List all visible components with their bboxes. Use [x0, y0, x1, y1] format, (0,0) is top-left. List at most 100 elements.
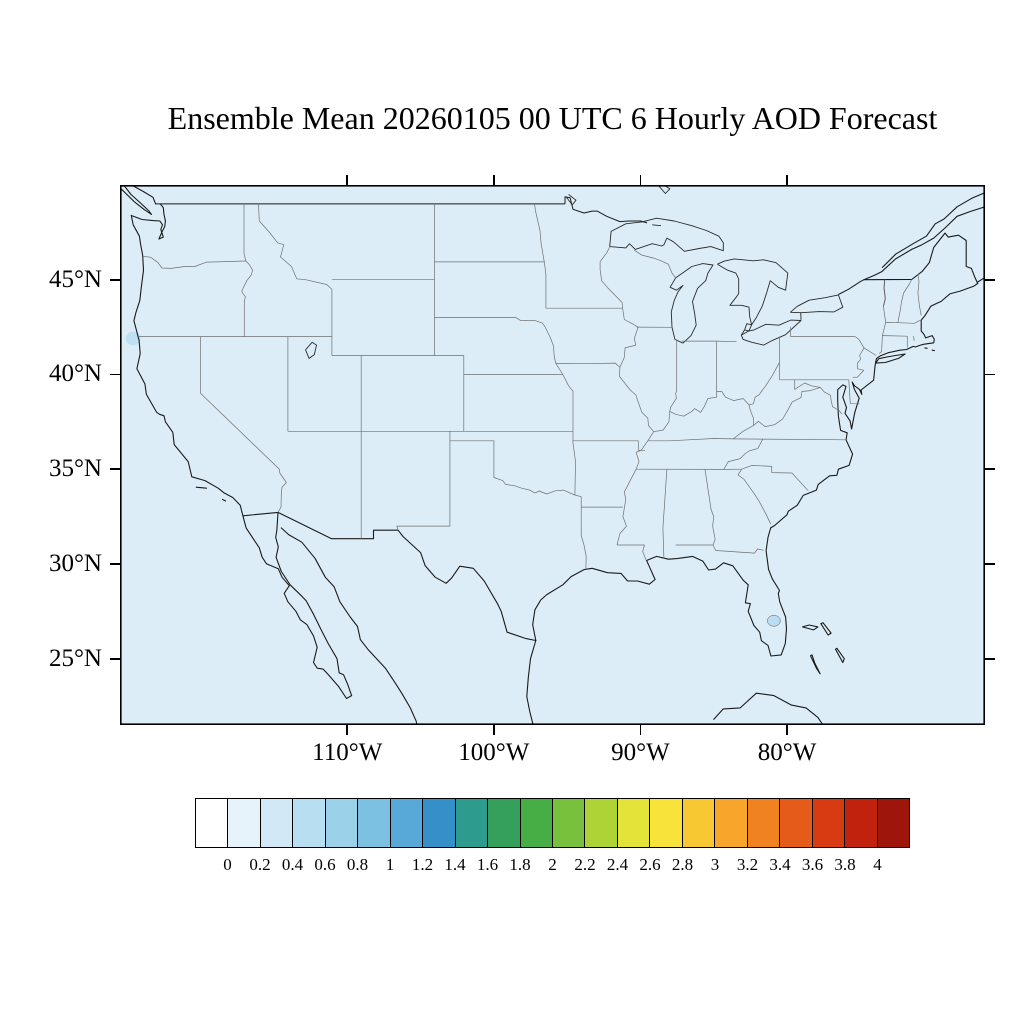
coastline: [280, 527, 418, 725]
state-border: [863, 347, 877, 356]
lat-tick-mark: [985, 278, 995, 281]
colorbar-box-19: [811, 799, 845, 847]
lon-tick-mark: [639, 725, 642, 735]
colorbar-tick-label: 0: [223, 855, 232, 874]
colorbar-tick-label: 1.2: [411, 855, 434, 874]
colorbar-box-13: [616, 799, 650, 847]
lat-tick-label: 30°N: [48, 549, 102, 577]
state-border: [723, 438, 764, 470]
state-border: [534, 203, 547, 309]
state-border: [599, 246, 623, 309]
colorbar-box-18: [779, 799, 812, 847]
lake-outline: [652, 224, 662, 227]
state-border: [732, 425, 754, 440]
lon-tick-mark: [786, 725, 788, 735]
colorbar-box-4: [324, 799, 358, 847]
lon-tick-mark: [639, 175, 642, 185]
lon-tick-mark: [346, 725, 349, 735]
colorbar-box-0: [196, 799, 228, 847]
lake-outline: [609, 217, 724, 252]
colorbar-box-15: [681, 799, 715, 847]
lon-tick-label: 100°W: [458, 739, 530, 766]
colorbar-box-3: [292, 799, 325, 847]
colorbar-box-6: [389, 799, 423, 847]
colorbar-box-16: [714, 799, 747, 847]
state-border: [917, 274, 922, 316]
lon-tick-mark: [493, 175, 495, 185]
lat-tick-mark: [985, 657, 995, 660]
lake-outline: [740, 319, 802, 346]
lat-tick-label: 45°N: [48, 265, 102, 293]
colorbar-box-7: [422, 799, 455, 847]
colorbar-tick-label: 4: [873, 855, 882, 874]
colorbar-box-17: [746, 799, 780, 847]
state-border: [648, 438, 734, 442]
colorbar-tick-label: 2.4: [606, 855, 629, 874]
state-border: [753, 387, 821, 427]
colorbar-tick-label: 0.2: [249, 855, 271, 874]
colorbar-box-1: [227, 799, 260, 847]
state-border: [396, 431, 451, 531]
state-border: [733, 438, 848, 441]
state-border: [449, 440, 576, 496]
state-border: [434, 317, 546, 328]
colorbar-tick-label: 0.4: [281, 855, 304, 874]
state-border: [634, 249, 676, 279]
colorbar-tick-label: 0.6: [314, 855, 336, 874]
state-border: [897, 279, 913, 323]
colorbar-tick-label: 3.6: [801, 855, 824, 874]
state-border: [200, 336, 287, 513]
colorbar-tick-label: 2.8: [671, 855, 694, 874]
coastline: [770, 282, 979, 529]
state-border: [555, 362, 621, 368]
lake-outline: [717, 258, 789, 326]
lat-tick-mark: [110, 373, 120, 376]
coastline: [820, 622, 832, 636]
colorbar-tick-label: 2.2: [574, 855, 596, 874]
coastline: [242, 511, 353, 700]
colorbar-tick-label: 1.4: [444, 855, 466, 874]
colorbar-tick-label: 3.8: [834, 855, 856, 874]
lake-outline: [658, 185, 671, 194]
colorbar-box-21: [876, 799, 909, 847]
colorbar-tick-label: 3.2: [736, 855, 759, 874]
colorbar-labels: 0 0.2 0.4 0.6 0.8 1 1.2 1.4 1.6 1.8 2 2.2 2.4 2.6 2.8 3…: [195, 854, 910, 878]
colorbar: [195, 798, 910, 848]
lat-tick-mark: [110, 563, 120, 565]
state-border: [852, 336, 865, 378]
coastline: [532, 527, 788, 657]
colorbar-tick-label: 1.6: [476, 855, 499, 874]
colorbar-box-14: [649, 799, 682, 847]
aod-spot-florida-okeechobee: [767, 615, 781, 627]
colorbar-box-9: [487, 799, 520, 847]
lat-tick-mark: [985, 468, 995, 471]
lon-tick-mark: [786, 175, 788, 185]
state-border: [741, 465, 809, 492]
state-border: [675, 544, 764, 554]
colorbar-box-20: [844, 799, 877, 847]
lake-outline: [565, 194, 577, 206]
lake-outline: [744, 323, 753, 332]
coastline: [801, 624, 819, 631]
colorbar-tick-label: 1.8: [509, 855, 531, 874]
lon-tick-mark: [346, 175, 349, 185]
state-border: [572, 440, 645, 451]
coastline: [222, 498, 227, 502]
state-border: [794, 379, 843, 415]
lat-tick-label: 40°N: [48, 360, 102, 388]
coastline: [130, 203, 166, 240]
map-frame: [120, 185, 985, 725]
colorbar-box-2: [259, 799, 293, 847]
state-border: [241, 203, 254, 337]
coastline: [130, 214, 244, 517]
plot-title: Ensemble Mean 20260105 00 UTC 6 Hourly A…: [167, 100, 938, 136]
coastline: [120, 185, 153, 215]
state-border: [617, 544, 647, 561]
coastline: [875, 353, 906, 364]
colorbar-tick-label: 0.8: [346, 855, 369, 874]
colorbar-tick-label: 3.4: [769, 855, 791, 874]
state-border: [681, 340, 737, 343]
colorbar-box-11: [551, 799, 585, 847]
coastline: [242, 511, 537, 642]
lat-tick-mark: [110, 657, 120, 660]
